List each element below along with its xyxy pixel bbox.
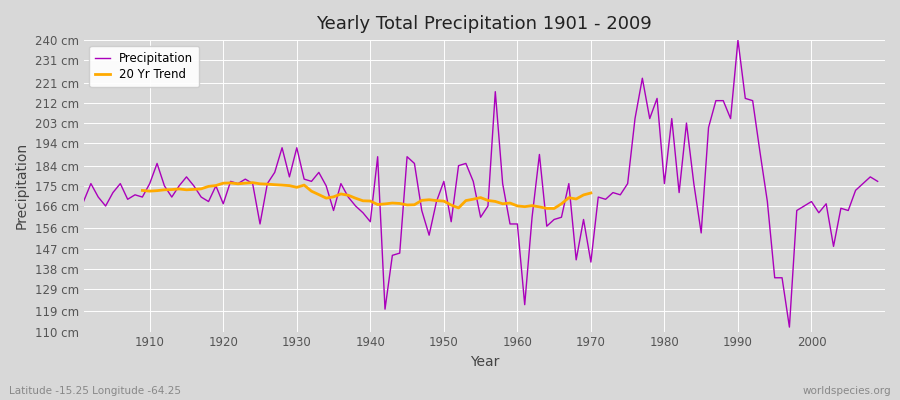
Precipitation [600,197,611,202]
Precipitation [733,38,743,42]
Precipitation [299,177,310,182]
20 Yr Trend [534,204,544,209]
Line: 20 Yr Trend: 20 Yr Trend [142,183,591,208]
20 Yr Trend [174,186,184,191]
20 Yr Trend [417,198,428,203]
Legend: Precipitation, 20 Yr Trend: Precipitation, 20 Yr Trend [89,46,199,87]
20 Yr Trend [248,180,258,185]
20 Yr Trend [549,206,560,211]
Precipitation [343,195,354,200]
20 Yr Trend [364,199,375,204]
Precipitation [505,222,516,226]
Y-axis label: Precipitation: Precipitation [15,142,29,230]
20 Yr Trend [137,188,148,193]
Precipitation [137,195,148,200]
Text: Latitude -15.25 Longitude -64.25: Latitude -15.25 Longitude -64.25 [9,386,181,396]
Title: Yearly Total Precipitation 1901 - 2009: Yearly Total Precipitation 1901 - 2009 [317,15,652,33]
Line: Precipitation: Precipitation [84,40,878,327]
20 Yr Trend [586,191,597,196]
Precipitation [512,222,523,226]
20 Yr Trend [225,180,236,185]
20 Yr Trend [262,182,273,186]
Text: worldspecies.org: worldspecies.org [803,386,891,396]
Precipitation [872,179,883,184]
X-axis label: Year: Year [470,355,499,369]
Precipitation [784,325,795,330]
Precipitation [78,199,89,204]
